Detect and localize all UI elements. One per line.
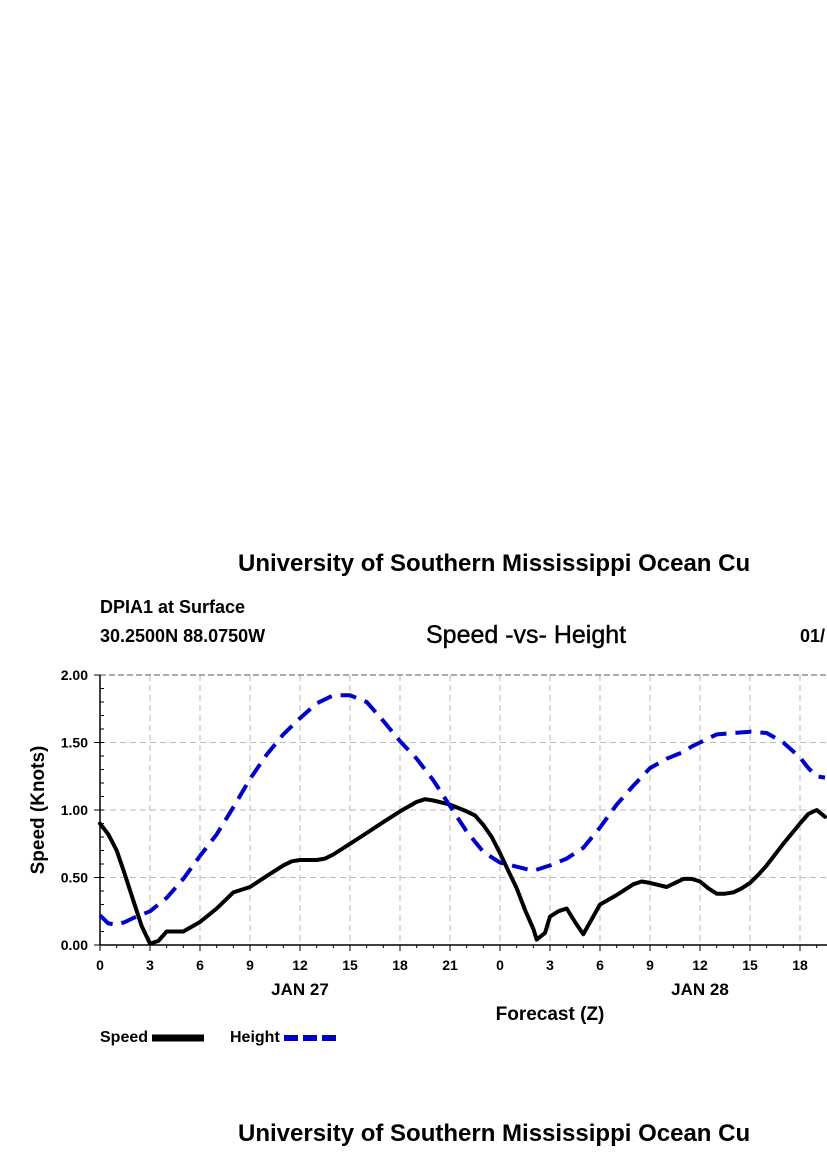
x-tick-label: 15 <box>342 957 358 973</box>
axes: Forecast (Z) Speed (Knots) 0 3 6 9 12 15 18 21 0… <box>28 667 827 1025</box>
x-tick-label: 12 <box>692 957 708 973</box>
legend-item-height: Height <box>230 1029 337 1047</box>
series-line-height <box>98 693 826 927</box>
x-tick-label: 9 <box>646 957 654 973</box>
x-tick-label: 9 <box>246 957 254 973</box>
chart-title: Speed -vs- Height <box>426 621 627 649</box>
y-tick-label: 1.00 <box>61 802 88 818</box>
y-tick-label: 0.50 <box>61 870 88 886</box>
x-tick-label: 18 <box>792 957 808 973</box>
x-tick-label: 15 <box>742 957 758 973</box>
legend-swatch-height <box>284 1034 337 1041</box>
footer-title: University of Southern Mississippi Ocean… <box>238 1120 751 1147</box>
station-coordinates: 30.2500N 88.0750W <box>100 626 266 646</box>
x-tick-label: 0 <box>96 957 104 973</box>
series-line-speed <box>98 797 827 946</box>
series <box>98 693 827 946</box>
x-tick-label: 6 <box>196 957 204 973</box>
legend-label-speed: Speed <box>100 1029 149 1046</box>
day-label: JAN 28 <box>671 980 729 999</box>
page-title: University of Southern Mississippi Ocean… <box>238 550 751 577</box>
x-tick-label: 0 <box>496 957 504 973</box>
x-tick-label: 3 <box>546 957 554 973</box>
y-tick-label: 2.00 <box>61 667 88 683</box>
station-label: DPIA1 at Surface <box>100 597 246 617</box>
legend-item-speed: Speed <box>100 1029 205 1047</box>
legend-label-height: Height <box>230 1029 280 1046</box>
forecast-date: 01/ <box>800 626 826 646</box>
y-tick-label: 0.00 <box>61 937 88 953</box>
x-tick-label: 21 <box>442 957 458 973</box>
legend-swatch-speed <box>152 1034 205 1042</box>
x-tick-label: 6 <box>596 957 604 973</box>
x-tick-label: 18 <box>392 957 408 973</box>
day-label: JAN 27 <box>271 980 329 999</box>
x-tick-label: 12 <box>292 957 308 973</box>
y-axis-label: Speed (Knots) <box>28 746 49 875</box>
x-tick-label: 3 <box>146 957 154 973</box>
x-axis-label: Forecast (Z) <box>496 1004 605 1025</box>
y-tick-label: 1.50 <box>61 735 88 751</box>
